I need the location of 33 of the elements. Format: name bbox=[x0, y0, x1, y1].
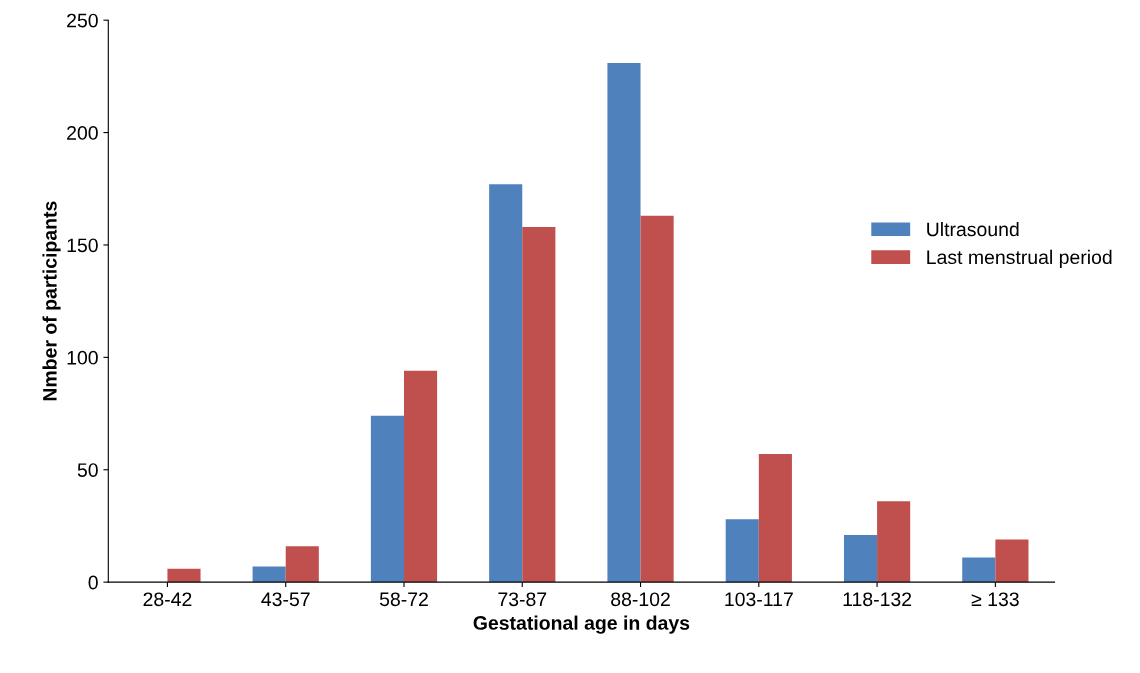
y-tick-label: 200 bbox=[67, 126, 98, 140]
bar bbox=[640, 215, 674, 583]
y-tick-label: 50 bbox=[77, 463, 98, 477]
bar bbox=[758, 454, 792, 583]
x-tick-label: 58-72 bbox=[379, 592, 428, 607]
bar bbox=[995, 539, 1029, 583]
x-tick-label: 103-117 bbox=[725, 592, 793, 607]
bar bbox=[285, 546, 319, 583]
y-tick-label: 100 bbox=[67, 350, 98, 365]
bar bbox=[725, 519, 759, 583]
x-tick-label: 118-132 bbox=[843, 592, 912, 607]
x-tick-label: 28-42 bbox=[143, 592, 192, 607]
bar bbox=[252, 566, 286, 583]
x-tick-label: 73-87 bbox=[498, 592, 547, 607]
legend-label: Last menstrual period bbox=[927, 249, 1112, 268]
y-tick-label: 250 bbox=[67, 13, 98, 28]
x-tick-label: ≥ 133 bbox=[971, 592, 1019, 607]
y-tick-label: 0 bbox=[88, 575, 98, 590]
bar bbox=[167, 568, 201, 583]
bar bbox=[489, 184, 523, 583]
bar bbox=[962, 557, 996, 583]
bar bbox=[522, 226, 556, 583]
x-tick-label: 43-57 bbox=[261, 592, 310, 607]
bar bbox=[877, 501, 911, 583]
bar bbox=[843, 534, 878, 583]
y-axis-title: Nmber of participants bbox=[42, 201, 61, 401]
bar bbox=[403, 370, 438, 583]
bar bbox=[607, 62, 641, 583]
x-tick-label: 88-102 bbox=[611, 592, 670, 607]
x-axis-title: Gestational age in days bbox=[473, 615, 690, 634]
y-tick-label: 150 bbox=[67, 238, 98, 253]
legend-label: Ultrasound bbox=[927, 221, 1019, 237]
bar bbox=[370, 415, 404, 583]
